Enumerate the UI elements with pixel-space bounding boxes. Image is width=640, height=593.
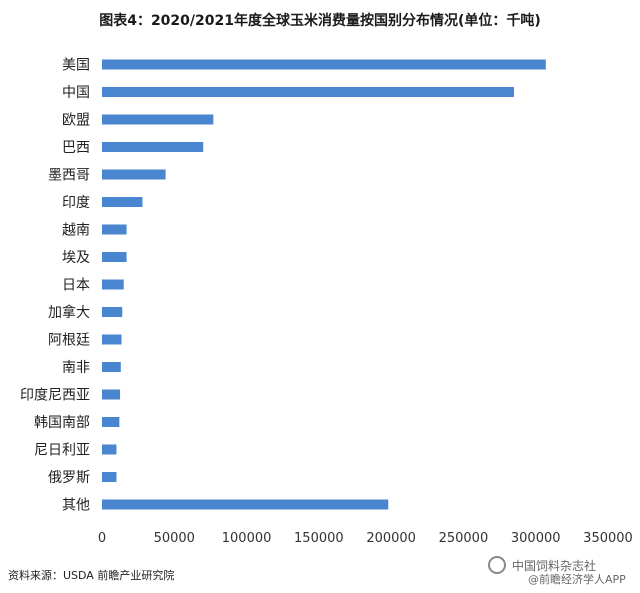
- bar-10: [102, 334, 122, 345]
- x-tick-label-7: 350000: [583, 531, 633, 546]
- bar-2: [102, 114, 214, 125]
- x-tick-label-0: 0: [98, 531, 106, 546]
- category-label-0: 美国: [62, 58, 90, 74]
- category-label-6: 越南: [62, 223, 90, 239]
- bars-group: [102, 59, 546, 510]
- x-tick-label-5: 250000: [439, 531, 489, 546]
- category-label-3: 巴西: [62, 140, 90, 156]
- bar-14: [102, 444, 117, 455]
- category-label-8: 日本: [62, 278, 90, 294]
- category-label-9: 加拿大: [48, 304, 90, 321]
- category-label-13: 韩国南部: [34, 415, 90, 431]
- category-label-4: 墨西哥: [48, 168, 90, 184]
- category-label-5: 印度: [62, 195, 90, 211]
- category-label-14: 尼日利亚: [34, 443, 90, 459]
- bar-15: [102, 472, 117, 482]
- watermark-app: @前瞻经济学人APP: [528, 573, 626, 586]
- bar-0: [102, 59, 546, 70]
- source-note: 资料来源：USDA 前瞻产业研究院: [8, 569, 175, 582]
- x-tick-labels-group: 0 50000 100000 150000 200000 250000 300000 3500…: [98, 531, 633, 546]
- bar-11: [102, 362, 121, 372]
- category-label-2: 欧盟: [62, 113, 90, 129]
- bar-9: [102, 307, 123, 317]
- category-label-12: 印度尼西亚: [20, 388, 90, 404]
- bar-7: [102, 252, 127, 262]
- bar-12: [102, 389, 121, 400]
- bar-8: [102, 279, 124, 290]
- wechat-logo-icon: [488, 556, 506, 574]
- bar-3: [102, 142, 204, 152]
- category-label-1: 中国: [62, 85, 90, 101]
- chart-title: 图表4：2020/2021年度全球玉米消费量按国别分布情况(单位：千吨): [99, 13, 541, 29]
- bar-5: [102, 197, 143, 207]
- category-label-11: 南非: [62, 360, 90, 376]
- category-label-15: 俄罗斯: [48, 470, 90, 486]
- x-tick-label-6: 300000: [511, 531, 561, 546]
- bar-6: [102, 224, 127, 235]
- category-labels-group: 美国中国欧盟巴西墨西哥印度越南埃及日本加拿大阿根廷南非印度尼西亚韩国南部尼日利亚…: [20, 58, 90, 514]
- bar-4: [102, 169, 166, 180]
- x-tick-label-1: 50000: [154, 531, 195, 546]
- bar-1: [102, 87, 515, 97]
- category-label-7: 埃及: [62, 250, 90, 266]
- x-tick-label-3: 150000: [294, 531, 344, 546]
- bar-16: [102, 499, 389, 510]
- category-label-10: 阿根廷: [48, 333, 90, 349]
- x-tick-label-2: 100000: [222, 531, 272, 546]
- watermark-publisher: 中国饲料杂志社: [512, 559, 597, 573]
- category-label-16: 其他: [62, 498, 90, 514]
- bar-13: [102, 417, 120, 427]
- x-tick-label-4: 200000: [366, 531, 416, 546]
